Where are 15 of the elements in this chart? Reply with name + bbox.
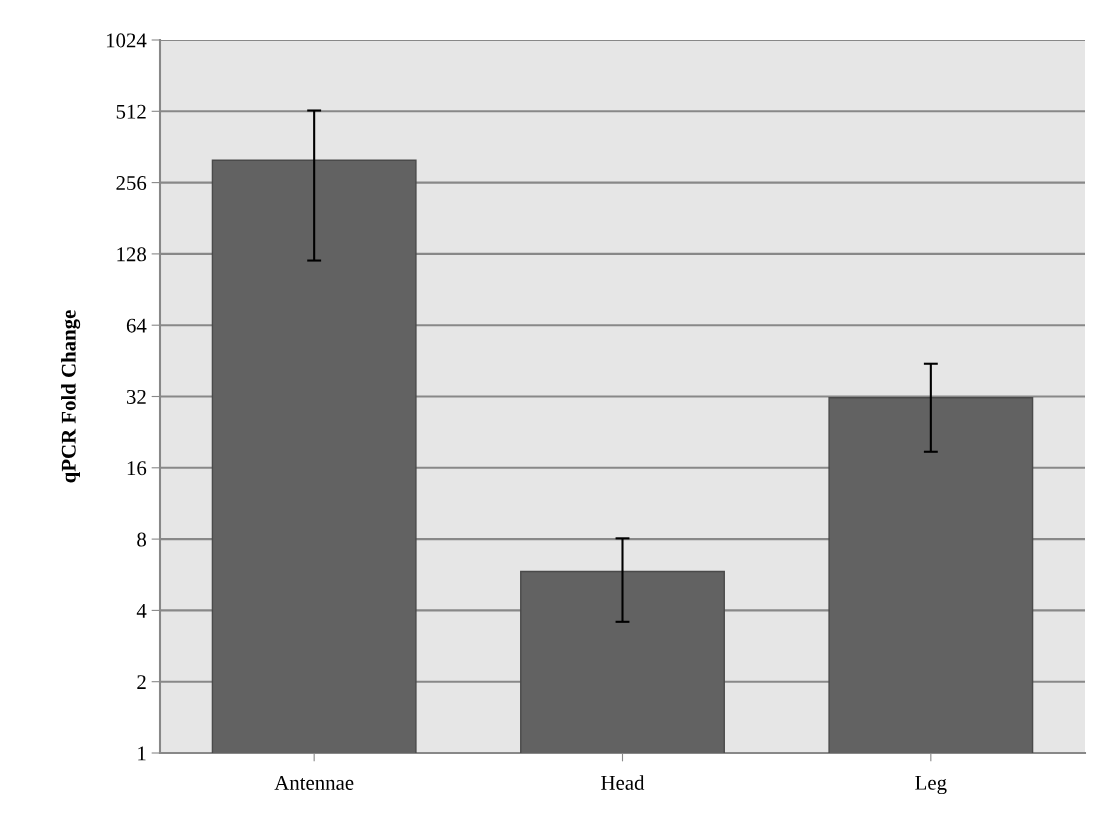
y-tick-label: 256 — [116, 176, 147, 191]
y-tick-label: 32 — [126, 389, 146, 404]
y-tick-label: 128 — [117, 247, 147, 262]
y-tick-label: 8 — [137, 532, 147, 547]
x-tick-label: Head — [601, 775, 645, 790]
x-tick-label: Antennae — [274, 775, 354, 790]
y-tick-label: 512 — [116, 104, 146, 119]
y-tick-label: 1 — [138, 746, 146, 761]
y-tick-label: 4 — [136, 603, 147, 618]
y-tick-label: 1024 — [106, 33, 147, 48]
y-axis-title: qPCR Fold Change — [61, 310, 81, 483]
y-tick-label: 64 — [126, 318, 147, 333]
x-tick-label: Leg — [915, 775, 947, 795]
y-tick-label: 2 — [137, 675, 146, 689]
y-tick-label: 16 — [127, 461, 147, 476]
